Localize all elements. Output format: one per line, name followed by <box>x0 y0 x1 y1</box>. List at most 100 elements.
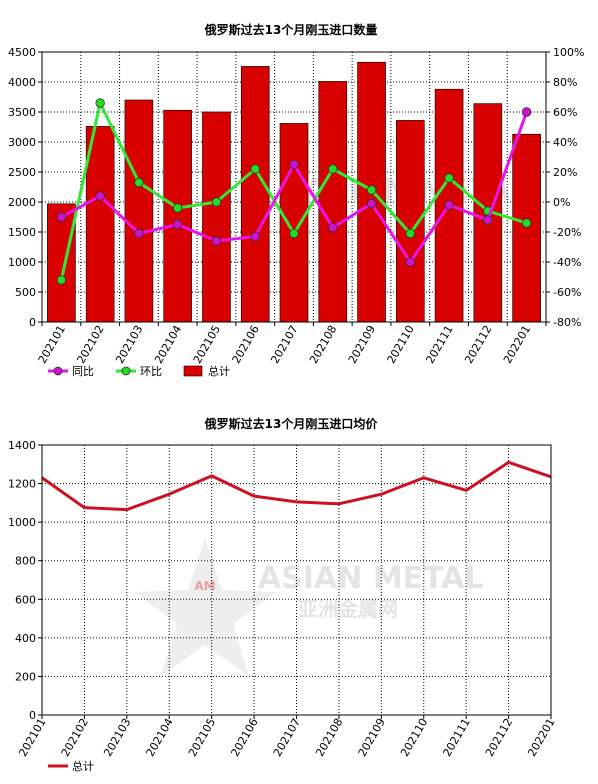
watermark-star-icon <box>134 538 276 676</box>
y-tick-label: 800 <box>15 555 36 568</box>
quantity-plot-frame <box>41 51 547 323</box>
x-tick-label: 202108 <box>313 716 345 759</box>
x-tick-label: 202112 <box>462 323 494 366</box>
x-tick-label: 202106 <box>230 323 262 366</box>
point-mom-202101 <box>56 275 67 285</box>
x-tick-label: 202109 <box>346 323 378 366</box>
y2-tick-label: -20% <box>553 226 581 239</box>
quantity-x-axis: 202101 202102 202103 202104 202105 202106 2021… <box>36 322 547 366</box>
y-tick-label: 1500 <box>8 226 36 239</box>
bar-202106 <box>240 66 270 323</box>
y-tick-label: 600 <box>15 593 36 606</box>
bar-202107 <box>279 123 309 323</box>
x-tick-label: 202107 <box>268 323 300 366</box>
price-lines <box>41 460 552 512</box>
watermark-logo: AM <box>194 579 215 593</box>
legend-marker-mom <box>121 366 131 376</box>
bar-202101 <box>47 203 76 323</box>
y-tick-label: 1400 <box>8 439 36 452</box>
point-mom-202110 <box>405 228 416 239</box>
point-yoy-202106 <box>250 231 260 242</box>
y-tick-label: 1200 <box>8 478 36 491</box>
bar-202201 <box>512 133 541 323</box>
x-tick-label: 202110 <box>385 323 417 366</box>
x-tick-label: 202110 <box>398 716 430 759</box>
point-mom-202103 <box>134 177 144 188</box>
y-tick-label: 3500 <box>8 106 36 119</box>
price-chart: 俄罗斯过去13个月刚玉进口均价 AM ASIAN METAL 亚洲金属网 020… <box>8 416 558 773</box>
point-mom-202106 <box>250 164 260 174</box>
bar-202104 <box>163 109 192 323</box>
point-mom-202104 <box>172 203 183 213</box>
x-tick-label: 202201 <box>501 323 533 366</box>
legend-label-avg-price: 总计 <box>72 759 94 773</box>
x-tick-label: 202101 <box>16 716 48 759</box>
x-tick-label: 202103 <box>113 323 145 366</box>
quantity-legend: 同比 环比 总计 <box>48 364 230 378</box>
y-tick-label: 3000 <box>8 136 36 149</box>
point-yoy-202111 <box>444 200 454 210</box>
x-tick-label: 202201 <box>525 716 557 759</box>
y-tick-label: 2500 <box>8 166 36 179</box>
point-mom-202201 <box>521 218 532 228</box>
point-yoy-202109 <box>366 198 377 209</box>
x-tick-label: 202105 <box>186 716 218 759</box>
legend-swatch-total <box>183 365 203 377</box>
x-tick-label: 202109 <box>356 716 388 759</box>
price-legend: 总计 <box>48 759 94 773</box>
x-tick-label: 202112 <box>483 716 515 759</box>
x-tick-label: 202108 <box>307 323 339 366</box>
price-grid <box>42 445 551 715</box>
bar-202108 <box>318 81 348 323</box>
y2-tick-label: 0% <box>553 196 570 209</box>
point-mom-202108 <box>328 164 338 174</box>
watermark-2: AM ASIAN METAL 亚洲金属网 <box>134 538 484 676</box>
x-tick-label: 202104 <box>144 716 176 759</box>
point-yoy-202101 <box>56 212 67 222</box>
x-tick-label: 202106 <box>228 716 260 759</box>
bar-202103 <box>124 99 154 323</box>
price-x-axis: 202101 202102 202103 202104 202105 202106 2021… <box>16 715 558 759</box>
y-tick-label: 200 <box>15 670 36 683</box>
quantity-lines <box>56 98 532 285</box>
x-tick-label: 202101 <box>36 323 68 366</box>
x-tick-label: 202102 <box>59 716 91 759</box>
x-tick-label: 202111 <box>423 323 455 366</box>
y-tick-label: 4000 <box>8 76 36 89</box>
y-tick-label: 4500 <box>8 46 36 59</box>
x-tick-label: 202111 <box>441 716 473 759</box>
y-tick-label: 2000 <box>8 196 36 209</box>
bar-202102 <box>85 126 115 323</box>
legend-label-yoy: 同比 <box>72 365 94 378</box>
legend-label-mom: 环比 <box>140 365 162 378</box>
point-yoy-202108 <box>328 222 338 233</box>
point-yoy-202110 <box>405 257 416 267</box>
quantity-chart-title: 俄罗斯过去13个月刚玉进口数量 <box>204 22 378 37</box>
y-tick-label: 1000 <box>8 516 36 529</box>
point-yoy-202107 <box>289 159 299 170</box>
point-yoy-202103 <box>134 228 144 239</box>
price-y-axis: 0 200 400 600 800 1000 1200 1400 <box>8 439 42 722</box>
x-tick-label: 202103 <box>101 716 133 759</box>
point-mom-202107 <box>289 228 299 239</box>
point-yoy-202105 <box>211 236 222 246</box>
y-tick-label: 0 <box>29 316 36 329</box>
quantity-bars <box>47 61 541 323</box>
quantity-y2-axis: -80% -60% -40% -20% 0% 20% 40% 60% 80% 100% <box>546 46 584 329</box>
point-yoy-202104 <box>172 219 183 230</box>
point-mom-202105 <box>211 197 222 207</box>
y-tick-label: 400 <box>15 632 36 645</box>
point-mom-202102 <box>95 98 105 108</box>
price-chart-title: 俄罗斯过去13个月刚玉进口均价 <box>204 416 379 431</box>
point-yoy-202102 <box>95 191 105 201</box>
y2-tick-label: 20% <box>553 166 577 179</box>
x-tick-label: 202104 <box>152 323 184 366</box>
watermark-brand-cn: 亚洲金属网 <box>298 597 398 621</box>
y-tick-label: 1000 <box>8 256 36 269</box>
y-tick-label: 0 <box>29 709 36 722</box>
bar-202105 <box>202 111 231 323</box>
quantity-chart: 俄罗斯过去13个月刚玉进口数量 ASIAN METAL 050010001500… <box>8 22 584 378</box>
y2-tick-label: -60% <box>553 286 581 299</box>
point-yoy-202201 <box>521 107 532 117</box>
